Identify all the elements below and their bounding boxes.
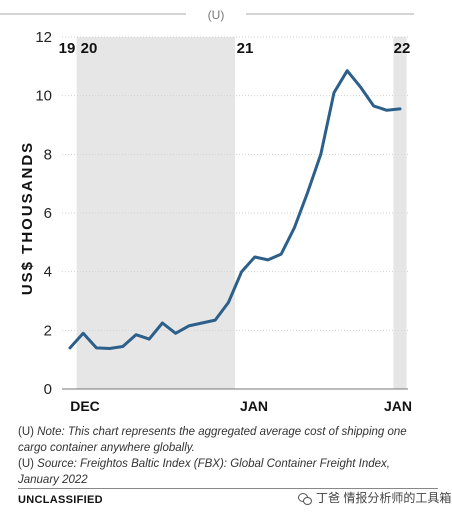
- watermark: 丁爸 情报分析师的工具箱: [298, 489, 451, 506]
- chart-note: (U) Note: This chart represents the aggr…: [18, 424, 418, 456]
- footer-rule: [18, 488, 438, 489]
- y-axis-label: US$ THOUSANDS: [19, 141, 36, 295]
- y-tick-label-2: 2: [44, 322, 52, 339]
- watermark-text: 丁爸 情报分析师的工具箱: [316, 491, 452, 505]
- source-text: Source: Freightos Baltic Index (FBX): Gl…: [18, 458, 390, 486]
- year-label-20: 20: [81, 40, 98, 57]
- classification-banner: UNCLASSIFIED: [18, 494, 103, 506]
- y-tick-label-8: 8: [44, 146, 52, 163]
- header-classification-mark: (U): [208, 8, 225, 22]
- x-tick-label-jan-1: JAN: [240, 398, 268, 414]
- notes: (U) Note: This chart represents the aggr…: [18, 424, 418, 488]
- chart: (U) 0 2 4 6 8 10 12 DEC JAN JAN 19 20 21 22 US$ THOUS…: [0, 8, 414, 414]
- y-tick-label-0: 0: [44, 381, 52, 398]
- year-label-22: 22: [394, 40, 411, 57]
- x-tick-label-dec-0: DEC: [70, 398, 100, 414]
- year-label-21: 21: [237, 40, 254, 57]
- y-tick-label-4: 4: [44, 264, 52, 281]
- y-tick-label-6: 6: [44, 205, 52, 222]
- y-tick-label-10: 10: [35, 88, 52, 105]
- note-text: Note: This chart represents the aggregat…: [18, 426, 407, 454]
- x-tick-label-jan-2: JAN: [384, 398, 412, 414]
- shaded-period-2022: [393, 37, 407, 389]
- series-line: [68, 69, 402, 350]
- year-label-19: 19: [59, 40, 76, 57]
- wechat-icon: [298, 492, 312, 505]
- note-classification: (U): [18, 426, 38, 438]
- chart-source: (U) Source: Freightos Baltic Index (FBX)…: [18, 456, 418, 488]
- source-classification: (U): [18, 458, 38, 470]
- y-tick-label-12: 12: [35, 29, 52, 46]
